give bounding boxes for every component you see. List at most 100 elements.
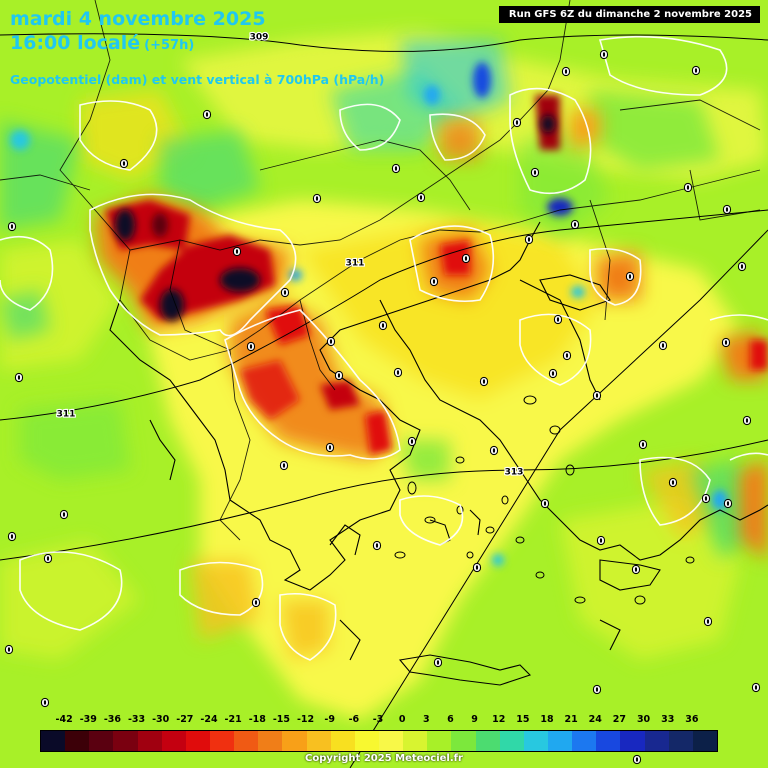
zero-contour-label: 0 <box>281 461 288 472</box>
legend-tick-label: 30 <box>636 714 651 725</box>
legend-tick-label: -21 <box>224 714 242 725</box>
legend-color-cell <box>185 731 210 751</box>
legend-tick-label: 6 <box>447 714 454 725</box>
zero-contour-label: 0 <box>514 118 521 129</box>
geopotential-label-layer: 309 311 311 313 <box>56 31 525 478</box>
legend-tick-label: -9 <box>324 714 335 725</box>
legend-color-cell <box>161 731 186 751</box>
zero-contour-label: 0 <box>594 391 601 402</box>
zero-contour-label: 0 <box>572 220 579 231</box>
zero-contour-label: 0 <box>744 416 751 427</box>
zero-contour-label: 0 <box>542 499 549 510</box>
legend-color-cell <box>65 731 90 751</box>
zero-contour-label: 0 <box>314 194 321 205</box>
zero-contour-label: 0 <box>248 342 255 353</box>
contour-label-layer: 0 0 0 0 0 0 0 0 0 0 0 0 0 0 0 0 0 0 0 0 0 0 0 0 0 0 0 0 0 0 0 0 0 0 0 0 0 0 0 0… <box>4 49 760 767</box>
coastlines <box>109 221 768 686</box>
legend-color-cell <box>644 731 669 751</box>
legend-color-bar <box>40 730 718 752</box>
legend-color-cell <box>620 731 645 751</box>
run-label: Run GFS 6Z du dimanche 2 novembre 2025 <box>498 6 760 23</box>
zero-contour-label: 0 <box>705 617 712 628</box>
zero-contour-label: 0 <box>481 377 488 388</box>
zero-contour-label: 0 <box>660 341 667 352</box>
zero-contour-label: 0 <box>739 262 746 273</box>
zero-contour-label: 0 <box>491 446 498 457</box>
zero-contour-label: 0 <box>703 494 710 505</box>
legend-color-cell <box>427 731 452 751</box>
legend-color-cell <box>403 731 428 751</box>
zero-contour-label: 0 <box>6 645 13 656</box>
legend-color-cell <box>113 731 138 751</box>
zero-contour-label: 0 <box>282 288 289 299</box>
geopotential-label: 309 <box>250 33 269 43</box>
legend-tick-label: -30 <box>152 714 170 725</box>
legend-color-cell <box>234 731 259 751</box>
geopotential-label: 313 <box>505 468 524 478</box>
legend-color-cell <box>668 731 693 751</box>
field-extreme-descent <box>115 115 555 321</box>
legend-color-cell <box>282 731 307 751</box>
zero-contour-label: 0 <box>395 368 402 379</box>
zero-contour-label: 0 <box>753 683 760 694</box>
legend-color-cell <box>306 731 331 751</box>
copyright: Copyright 2025 Meteociel.fr <box>305 753 463 764</box>
zero-contour-label: 0 <box>253 598 260 609</box>
legend-tick-label: -12 <box>296 714 315 725</box>
zero-contour-label: 0 <box>474 563 481 574</box>
legend-color-cell <box>137 731 162 751</box>
zero-contour-label: 0 <box>42 698 49 709</box>
legend-color-cell <box>692 731 717 751</box>
zero-contour-label: 0 <box>16 373 23 384</box>
zero-contour-label: 0 <box>409 437 416 448</box>
forecast-time-text: 16:00 localé <box>10 32 141 54</box>
islands <box>394 395 695 605</box>
zero-contour-label: 0 <box>555 315 562 326</box>
legend-tick-label: -15 <box>272 714 290 725</box>
legend-tick-label: 21 <box>564 714 578 725</box>
zero-contour-label: 0 <box>61 510 68 521</box>
zero-contour-label: 0 <box>633 565 640 576</box>
zero-contour-label: 0 <box>725 499 732 510</box>
zero-isolines <box>0 35 768 661</box>
zero-contour-label: 0 <box>526 235 533 246</box>
legend-tick-label: 24 <box>588 714 602 725</box>
legend-color-cell <box>354 731 379 751</box>
zero-contour-label: 0 <box>627 272 634 283</box>
zero-contour-label: 0 <box>204 110 211 121</box>
zero-contour-label: 0 <box>9 532 16 543</box>
legend-tick-label: 18 <box>540 714 554 725</box>
zero-contour-label: 0 <box>598 536 605 547</box>
geopotential-label: 311 <box>346 259 365 269</box>
zero-contour-label: 0 <box>564 351 571 362</box>
zero-contour-label: 0 <box>435 658 442 669</box>
zero-contour-label: 0 <box>121 159 128 170</box>
legend-color-cell <box>523 731 548 751</box>
color-legend: -42 -39 -36 -33 -30 -27 -24 -21 -18 -15 -12 -9 -6 -3 0… <box>0 706 768 768</box>
zero-contour-label: 0 <box>563 67 570 78</box>
forecast-lead: (+57h) <box>144 38 195 53</box>
legend-tick-label: -39 <box>79 714 97 725</box>
legend-tick-label: 9 <box>471 714 478 725</box>
zero-contour-label: 0 <box>336 371 343 382</box>
legend-color-cell <box>41 731 66 751</box>
forecast-time: 16:00 localé (+57h) <box>10 32 194 54</box>
zero-contour-label: 0 <box>685 183 692 194</box>
legend-tick-label: -42 <box>55 714 73 725</box>
legend-tick-label: 0 <box>398 714 406 725</box>
zero-contour-label: 0 <box>634 755 641 766</box>
zero-contour-label: 0 <box>640 440 647 451</box>
legend-tick-label: 3 <box>422 714 430 725</box>
zero-contour-label: 0 <box>393 164 400 175</box>
zero-contour-label: 0 <box>327 443 334 454</box>
legend-tick-label: -24 <box>200 714 218 725</box>
legend-color-cell <box>330 731 355 751</box>
zero-contour-label: 0 <box>532 168 539 179</box>
geopotential-label: 311 <box>57 410 76 420</box>
zero-contour-label: 0 <box>374 541 381 552</box>
zero-contour-label: 0 <box>670 478 677 489</box>
legend-tick-label: -27 <box>176 714 194 725</box>
legend-tick-label: -6 <box>348 714 360 725</box>
zero-contour-label: 0 <box>431 277 438 288</box>
